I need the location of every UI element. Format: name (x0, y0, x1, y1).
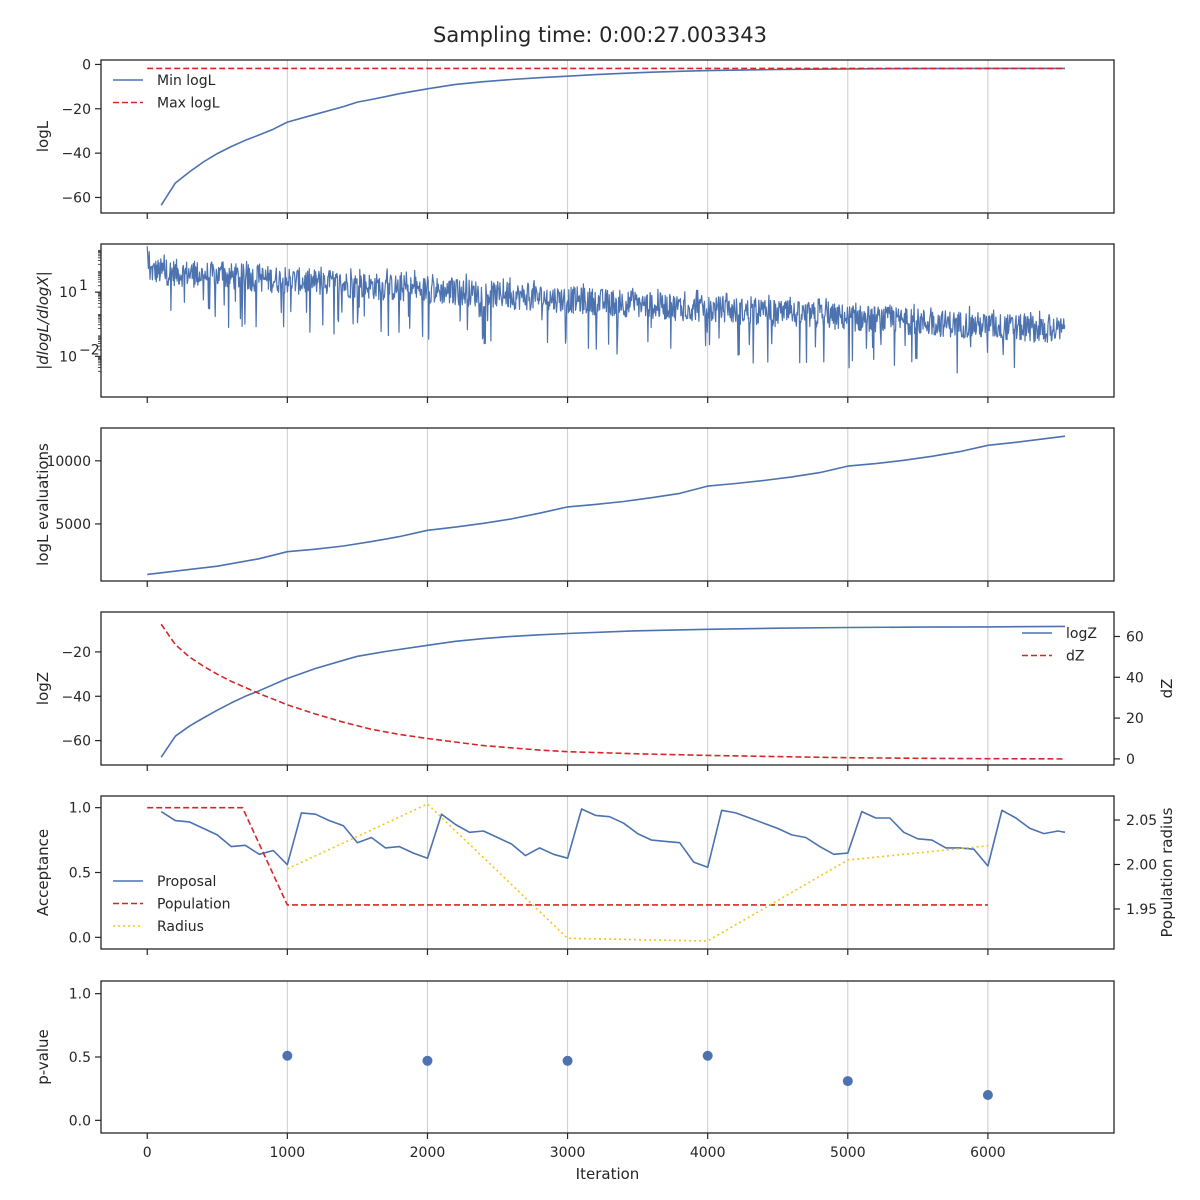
pvalue-point-4000 (702, 1050, 713, 1061)
series-logZ-dz (160, 623, 1066, 760)
ytick-label-logL-2: −40 (61, 146, 91, 162)
axes-frame-acceptance (100, 795, 1115, 950)
ytick-label-acceptance-1: 0.5 (69, 866, 91, 882)
pvalue-point-3000 (562, 1055, 573, 1066)
xtick-label-5000: 5000 (830, 1145, 866, 1161)
pvalue-point-1000 (282, 1050, 293, 1061)
x-axis-label: Iteration (576, 1165, 640, 1183)
xtick-label-3000: 3000 (550, 1145, 586, 1161)
pvalue-point-5000 (842, 1076, 853, 1087)
panel-pvalue: 0 1000 2000 3000 4000 5000 6000 Iteration 1.0 0.5… (34, 980, 1115, 1183)
axes-frame-logZ (100, 611, 1115, 766)
ytick-label-acceptance-2: 0.0 (69, 930, 91, 946)
figure-title: Sampling time: 0:00:27.003343 (433, 23, 767, 47)
legend-acceptance-proposal-label: Proposal (157, 874, 216, 890)
xtick-label-6000: 6000 (970, 1145, 1006, 1161)
y-axis-label-pvalue: p-value (34, 1029, 52, 1085)
y-axis-label-dlogL: |dlogL/dlogX| (34, 271, 52, 370)
legend-logZ-logz-label: logZ (1066, 626, 1097, 642)
ytick-label-dlogL-1: 10 (59, 349, 77, 365)
y-axis-label-acceptance: Acceptance (34, 829, 52, 916)
ytick-label-logZ-0: −20 (61, 645, 91, 661)
ytick-label-logZ-1: −40 (61, 689, 91, 705)
legend-acceptance-radius-label: Radius (157, 919, 204, 935)
y2tick-label-logZ-1: 40 (1126, 670, 1144, 686)
xtick-label-2000: 2000 (410, 1145, 446, 1161)
series-acceptance-proposal (160, 808, 1066, 869)
ytick-label-pvalue-1: 0.5 (69, 1050, 91, 1066)
y2-axis-label-acceptance: Population radius (1158, 807, 1176, 937)
y2tick-label-acceptance-1: 2.00 (1126, 857, 1157, 873)
series-acceptance-radius (286, 803, 988, 942)
series-evals-line (147, 435, 1066, 576)
ytick-exponent-dlogL-1: −2 (79, 342, 100, 358)
series-dlogL-line (146, 246, 1066, 374)
y2-axis-label-logZ: dZ (1158, 679, 1176, 699)
series-logZ-logz (160, 625, 1066, 758)
ytick-label-evals-1: 5000 (55, 517, 91, 533)
ytick-label-acceptance-0: 1.0 (69, 801, 91, 817)
panel-logL: 0 −20 −40 −60 logL (34, 57, 1115, 219)
ytick-label-pvalue-0: 1.0 (69, 987, 91, 1003)
y-axis-label-evals: logL evaluations (34, 443, 52, 566)
y-axis-label-logZ: logZ (34, 672, 52, 705)
y2tick-label-acceptance-2: 1.95 (1126, 902, 1157, 918)
legend-logL-max-logl-label: Max logL (157, 96, 220, 112)
ytick-label-pvalue-2: 0.0 (69, 1113, 91, 1129)
y2tick-label-logZ-2: 20 (1126, 711, 1144, 727)
ytick-label-logL-1: −20 (61, 102, 91, 118)
ytick-label-dlogL-0: 10 (59, 285, 77, 301)
ytick-exponent-dlogL-0: 1 (79, 278, 88, 294)
ytick-label-logZ-2: −60 (61, 734, 91, 750)
axes-frame-dlogL (100, 243, 1115, 398)
series-acceptance-population (147, 806, 988, 906)
axes-frame-evals (100, 427, 1115, 582)
ytick-label-logL-0: 0 (82, 57, 91, 73)
y2tick-label-logZ-3: 0 (1126, 752, 1135, 768)
y2tick-label-acceptance-0: 2.05 (1126, 813, 1157, 829)
axes-frame-pvalue (100, 980, 1115, 1134)
pvalue-point-2000 (422, 1055, 433, 1066)
y2tick-label-logZ-0: 60 (1126, 629, 1144, 645)
y-axis-label-logL: logL (34, 120, 52, 152)
xtick-label-0: 0 (143, 1145, 152, 1161)
legend-acceptance-population-label: Population (157, 897, 231, 913)
axes-frame-logL (100, 59, 1115, 214)
ytick-label-evals-0: 10000 (46, 454, 91, 470)
legend-logZ-dz-label: dZ (1066, 649, 1084, 665)
xtick-label-4000: 4000 (690, 1145, 726, 1161)
xtick-label-1000: 1000 (270, 1145, 306, 1161)
legend-logL-min-logl-label: Min logL (157, 73, 216, 89)
pvalue-point-6000 (982, 1090, 993, 1100)
panel-logZ: −20 −40 −60 logZ 60 40 20 0 dZ (34, 611, 1176, 771)
ytick-label-logL-3: −60 (61, 190, 91, 206)
series-logL-min-logl (160, 67, 1065, 206)
